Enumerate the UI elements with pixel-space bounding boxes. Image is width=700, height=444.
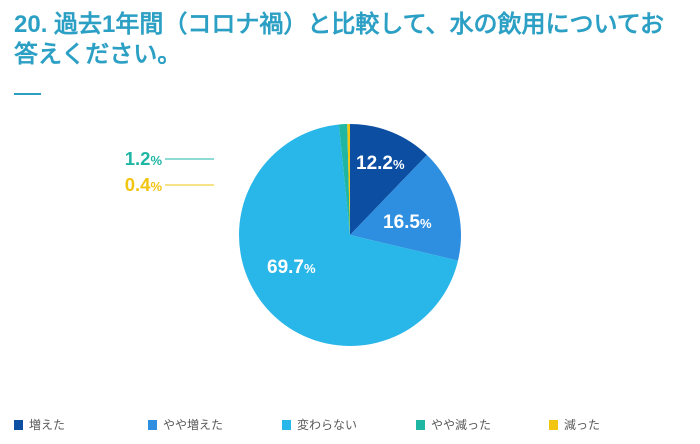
svg-text:69.7%: 69.7%	[267, 257, 316, 278]
svg-text:16.5%: 16.5%	[383, 212, 432, 233]
svg-text:1.2%: 1.2%	[125, 148, 163, 169]
svg-text:0.4%: 0.4%	[125, 174, 163, 195]
svg-text:12.2%: 12.2%	[356, 153, 405, 174]
